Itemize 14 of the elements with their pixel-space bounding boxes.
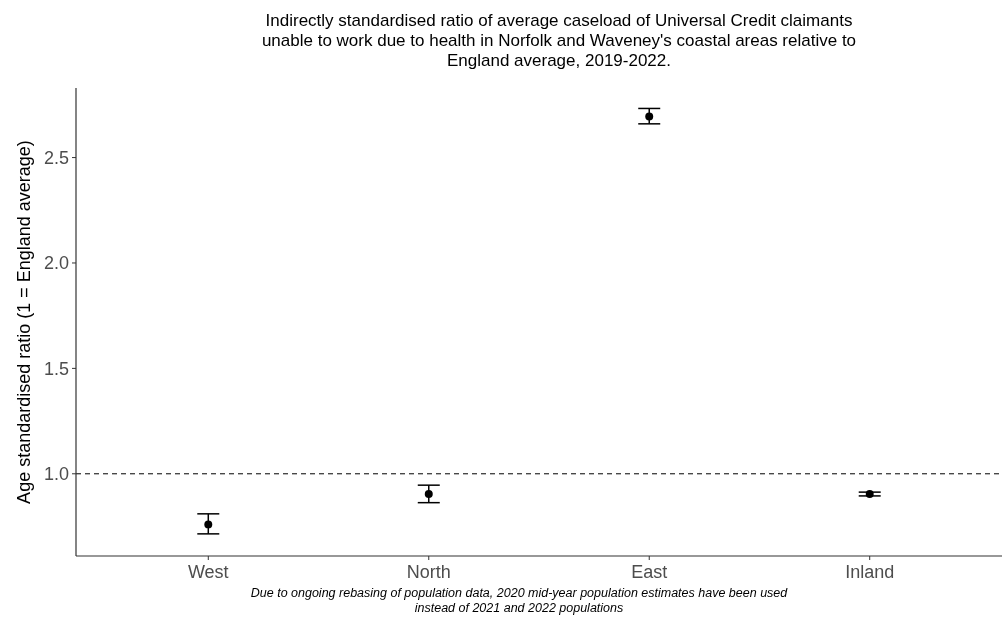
point: [645, 112, 654, 121]
x-tick-label: East: [631, 562, 668, 582]
point: [204, 520, 213, 529]
chart-title: Indirectly standardised ratio of average caseload of Universal Credit claimants unable to work due to health in Norfolk and Waveney's coastal areas relative to England average, 2019-2022.: [261, 11, 857, 70]
point: [424, 490, 433, 498]
y-tick-label: 1.0: [43, 464, 69, 485]
y-tick-label: 1.5: [43, 358, 69, 379]
x-tick-label: North: [406, 562, 451, 582]
y-tick-label: 2.5: [43, 147, 69, 168]
x-tick-label: West: [187, 562, 229, 582]
x-tick-label: Inland: [845, 562, 895, 582]
text: Due to ongoing rebasing of population data, 2020 mid-year population estimates have been used instead of 2021 and 2022 populations: [250, 586, 789, 615]
y-axis-title: Age standardised ratio (1 = England average): [14, 140, 34, 504]
y-tick-label: 2.0: [43, 253, 69, 274]
